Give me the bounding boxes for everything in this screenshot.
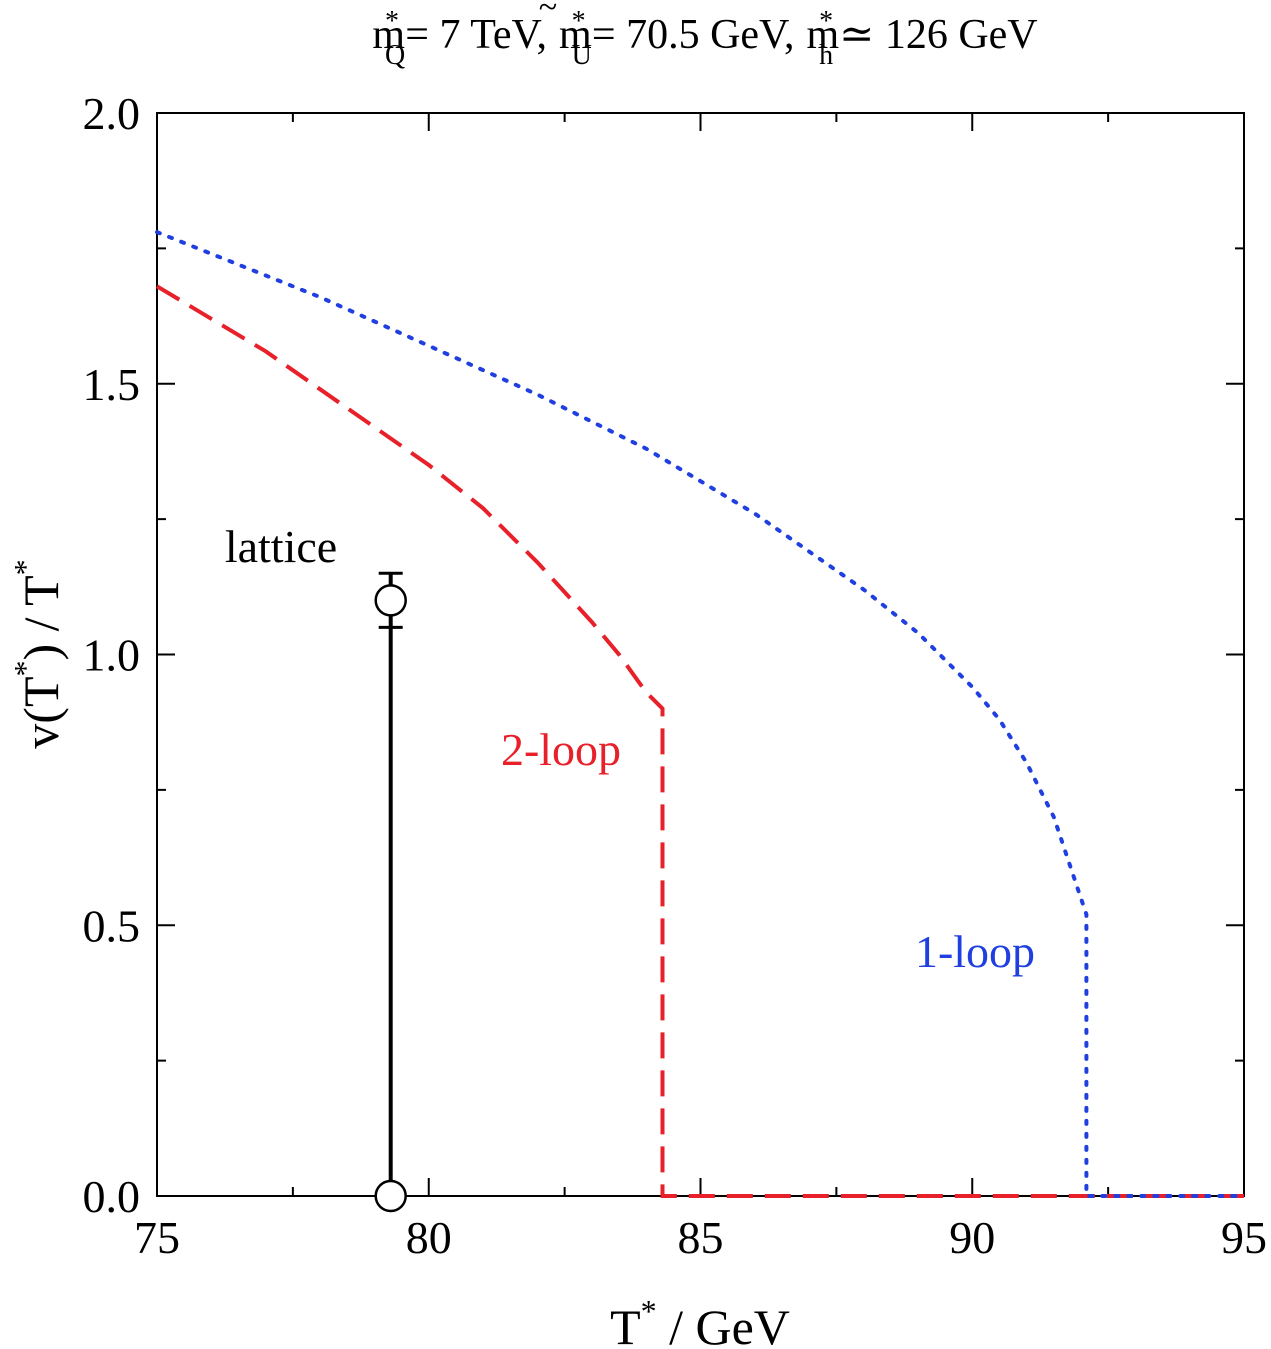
lattice-label: lattice [225,521,337,572]
lattice-point-high [374,584,407,617]
title-tilde-accent: ~ [539,0,557,26]
lattice-layer [374,571,407,1213]
y-tick-label: 0.0 [83,1171,141,1222]
lattice-point-low [374,1179,407,1213]
y-tick-label: 1.0 [83,630,141,681]
y-tick-label: 1.5 [83,359,141,410]
series-2-loop [155,284,1244,1198]
chart-title: m* Q= 7 TeV, m* U= 70.5 GeV, m* h ≃ 126 GeV [372,6,1037,71]
plot-frame [156,112,1245,1197]
x-axis-label: T* / GeV [610,1293,790,1349]
y-axis-label: v(T*) / T* [7,559,69,748]
two-loop-label: 2-loop [501,724,621,775]
x-tick-label: 75 [134,1212,180,1263]
y-tick-label: 0.5 [83,900,141,951]
y-tick-label: 2.0 [83,88,141,139]
axis-ticks [156,112,1245,1197]
one-loop-label: 1-loop [915,926,1035,977]
x-tick-label: 85 [678,1212,724,1263]
x-tick-label: 90 [949,1212,995,1263]
x-tick-label: 80 [406,1212,452,1263]
series-layer [155,230,1246,1198]
series-1-loop [155,230,1246,1198]
x-tick-label: 95 [1221,1212,1267,1263]
axis-tick-labels: 75 80 85 90 95 0.0 0.5 1.0 1.5 2.0 [83,88,1268,1263]
